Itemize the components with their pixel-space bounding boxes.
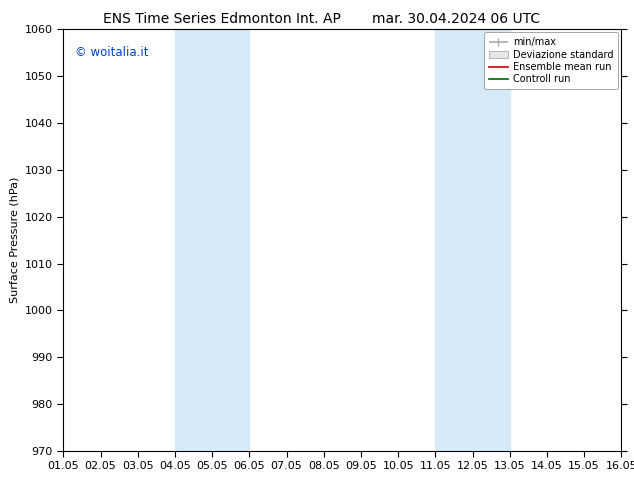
Text: mar. 30.04.2024 06 UTC: mar. 30.04.2024 06 UTC [372, 12, 541, 26]
Bar [436, 29, 510, 451]
Text: ENS Time Series Edmonton Int. AP: ENS Time Series Edmonton Int. AP [103, 12, 341, 26]
Text: © woitalia.it: © woitalia.it [75, 46, 148, 59]
Bar [175, 29, 249, 451]
Legend: min/max, Deviazione standard, Ensemble mean run, Controll run: min/max, Deviazione standard, Ensemble m… [484, 32, 618, 89]
Y-axis label: Surface Pressure (hPa): Surface Pressure (hPa) [10, 177, 19, 303]
